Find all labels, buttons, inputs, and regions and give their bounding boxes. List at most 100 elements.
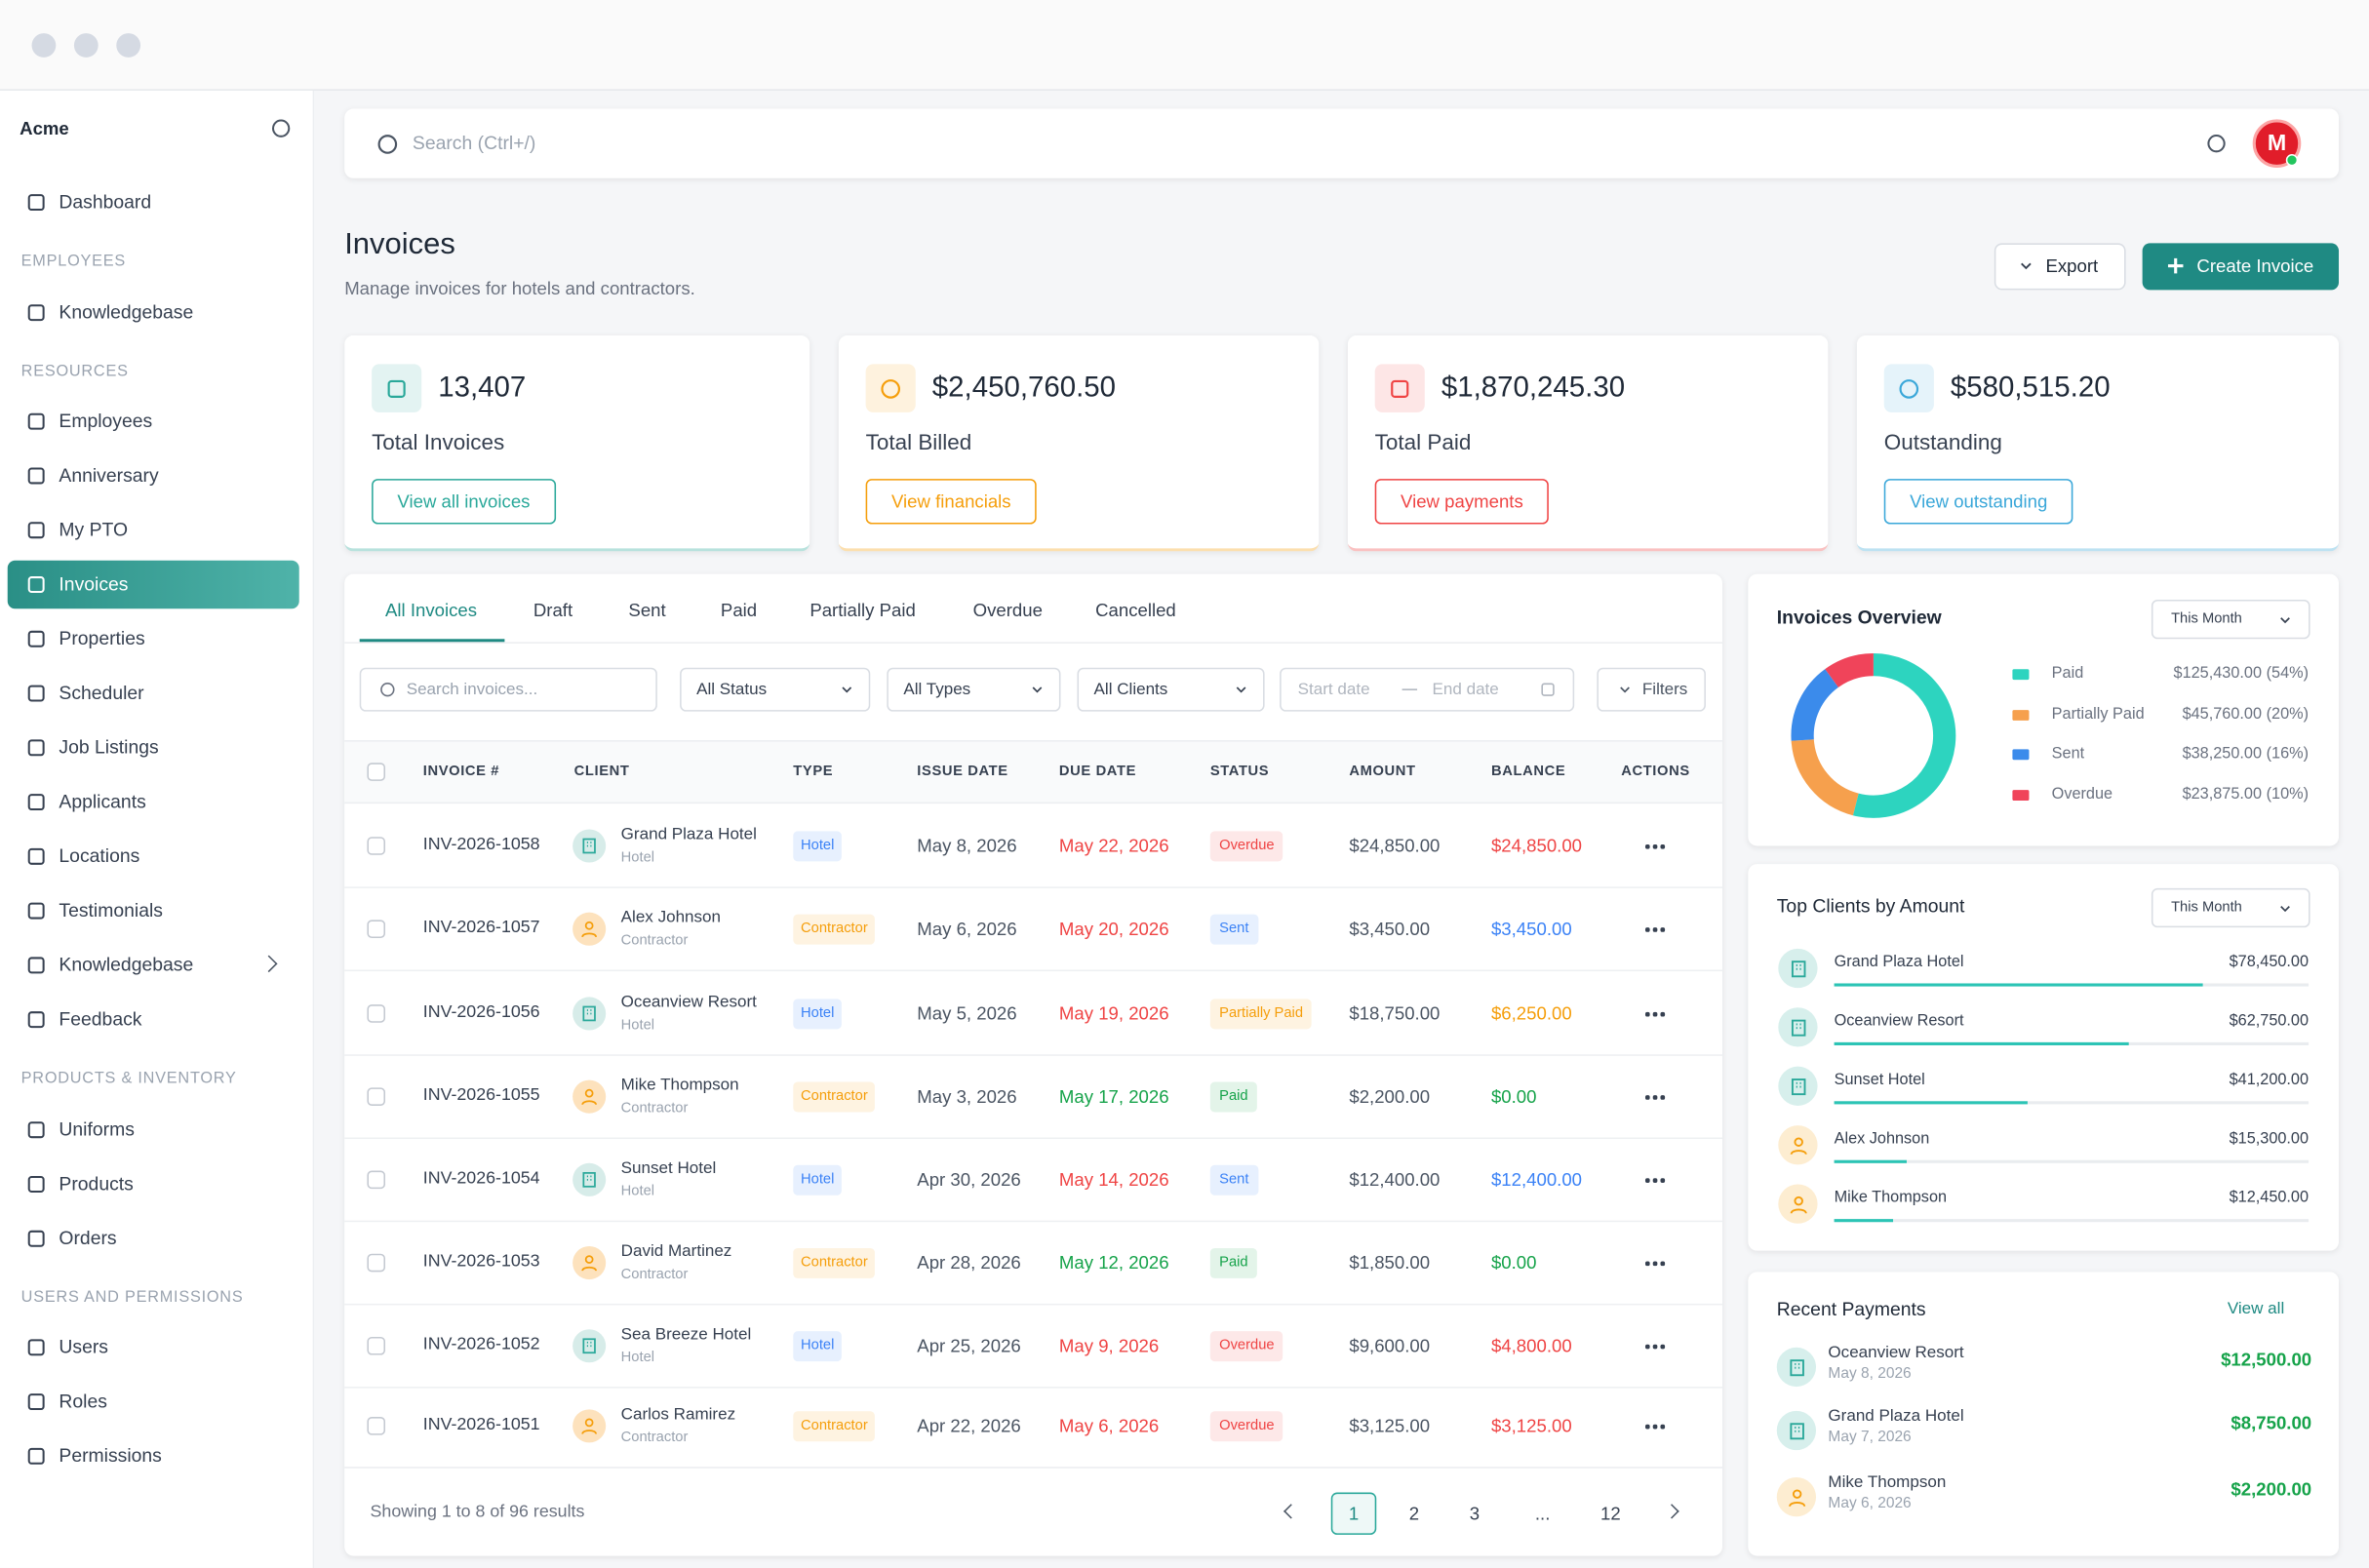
- actions-button[interactable]: [1638, 1000, 1671, 1028]
- tab[interactable]: Partially Paid: [809, 599, 916, 621]
- recent-payments-title: Recent Payments: [1776, 1298, 1926, 1320]
- period-label: This Month: [2171, 899, 2242, 917]
- sidebar-item[interactable]: Knowledgebase: [59, 300, 194, 323]
- filters-button[interactable]: [1597, 667, 1706, 712]
- row-checkbox[interactable]: [367, 920, 386, 938]
- actions-button[interactable]: [1638, 916, 1671, 943]
- row-checkbox[interactable]: [367, 1170, 386, 1190]
- period-select[interactable]: [2151, 887, 2310, 928]
- row-checkbox[interactable]: [367, 1253, 386, 1273]
- period-chevron: [2279, 616, 2290, 623]
- tab[interactable]: Paid: [720, 599, 758, 621]
- overview-title: Invoices Overview: [1776, 607, 1942, 629]
- client-avatar: [573, 1162, 607, 1196]
- sidebar-item[interactable]: Invoices: [59, 573, 129, 595]
- legend-name: Paid: [2051, 664, 2084, 683]
- page-number[interactable]: 12: [1600, 1503, 1621, 1525]
- row-checkbox[interactable]: [367, 1087, 386, 1106]
- sidebar-item[interactable]: Products: [59, 1172, 134, 1195]
- row-checkbox[interactable]: [367, 1336, 386, 1355]
- balance: $3,450.00: [1490, 918, 1572, 940]
- sidebar-item[interactable]: My PTO: [59, 519, 129, 541]
- tab[interactable]: Overdue: [972, 599, 1043, 621]
- filter-search-icon: [379, 682, 394, 697]
- tab[interactable]: Sent: [628, 599, 666, 621]
- due-date: May 12, 2026: [1058, 1252, 1169, 1274]
- actions-button[interactable]: [1638, 1332, 1671, 1359]
- action-dot: [1644, 1178, 1649, 1183]
- tab[interactable]: Cancelled: [1095, 599, 1176, 621]
- filter-input[interactable]: [887, 667, 1061, 712]
- period-select[interactable]: [2151, 599, 2310, 640]
- legend-percent: (20%): [2266, 704, 2310, 724]
- tab[interactable]: All Invoices: [385, 599, 478, 621]
- action-dot: [1660, 1344, 1665, 1349]
- sidebar-item[interactable]: Scheduler: [59, 682, 144, 704]
- page-number[interactable]: 2: [1408, 1503, 1420, 1525]
- recent-payments-card: [1748, 1272, 2340, 1556]
- row-checkbox[interactable]: [367, 837, 386, 855]
- sidebar-item[interactable]: Employees: [59, 410, 153, 432]
- page-number[interactable]: 3: [1469, 1503, 1481, 1525]
- amount: $3,125.00: [1349, 1415, 1431, 1437]
- page-number[interactable]: ...: [1534, 1503, 1551, 1525]
- create-plus: Create Invoice: [2196, 255, 2314, 277]
- client-type: Hotel: [620, 1016, 655, 1034]
- export-button[interactable]: [1994, 243, 2126, 291]
- sidebar-item[interactable]: Dashboard: [59, 191, 152, 214]
- date-arrow: [1402, 688, 1418, 690]
- sidebar-item[interactable]: Anniversary: [59, 464, 159, 487]
- actions-button[interactable]: [1638, 1166, 1671, 1194]
- sidebar-item[interactable]: Properties: [59, 628, 145, 649]
- page-subtitle: Manage invoices for hotels and contracto…: [344, 278, 695, 299]
- stat-link[interactable]: View all invoices: [372, 479, 556, 525]
- status-badge: Overdue: [1209, 1411, 1283, 1441]
- status-badge: Overdue: [1209, 1331, 1283, 1361]
- row-checkbox[interactable]: [367, 1417, 386, 1435]
- client-bar: [1834, 1159, 1907, 1163]
- search-placeholder[interactable]: Search (Ctrl+/): [412, 132, 536, 154]
- client-avatar-icon: [581, 1418, 597, 1434]
- sidebar-active: [7, 560, 299, 609]
- legend-swatch: [2012, 669, 2030, 681]
- sidebar-item[interactable]: Orders: [59, 1227, 117, 1248]
- tab-divider: [344, 642, 1722, 644]
- date-range[interactable]: [1280, 667, 1575, 712]
- sidebar-item[interactable]: Feedback: [59, 1008, 142, 1031]
- sidebar-item[interactable]: Roles: [59, 1391, 107, 1413]
- top-client-name: Grand Plaza Hotel: [1834, 953, 1964, 971]
- header-checkbox[interactable]: [367, 763, 386, 781]
- sidebar-item[interactable]: Testimonials: [59, 899, 163, 921]
- client-avatar-icon: [582, 1338, 596, 1354]
- sidebar-item[interactable]: Uniforms: [59, 1117, 135, 1140]
- view-all-link[interactable]: View all: [2227, 1300, 2285, 1318]
- page-number[interactable]: 1: [1348, 1503, 1360, 1525]
- due-date: May 20, 2026: [1058, 918, 1169, 940]
- sidebar-item[interactable]: Knowledgebase: [59, 954, 194, 976]
- actions-button[interactable]: [1638, 833, 1671, 860]
- filter-input[interactable]: [680, 667, 871, 712]
- sidebar-item[interactable]: Job Listings: [59, 736, 159, 759]
- tab[interactable]: Draft: [533, 599, 573, 621]
- action-dot: [1644, 1011, 1649, 1016]
- status-badge: Paid: [1209, 1247, 1257, 1278]
- sidebar-item[interactable]: Users: [59, 1336, 109, 1358]
- stat-link[interactable]: View payments: [1374, 479, 1550, 525]
- actions-button[interactable]: [1638, 1249, 1671, 1276]
- donut-chart: [1791, 652, 1956, 818]
- sidebar-item[interactable]: Permissions: [59, 1445, 162, 1467]
- actions-button[interactable]: [1638, 1412, 1671, 1439]
- action-dot: [1652, 1344, 1657, 1349]
- filter-input[interactable]: [1077, 667, 1265, 712]
- row-checkbox[interactable]: [367, 1004, 386, 1023]
- sidebar-item[interactable]: Applicants: [59, 791, 146, 813]
- stat-link[interactable]: View financials: [865, 479, 1037, 525]
- legend-name: Partially Paid: [2051, 704, 2145, 724]
- stat-link[interactable]: View outstanding: [1883, 479, 2073, 525]
- sidebar-item[interactable]: Locations: [59, 845, 140, 867]
- current-page: [1330, 1492, 1377, 1535]
- type-badge: Hotel: [793, 831, 843, 861]
- client-type: Hotel: [620, 1349, 655, 1366]
- filter-input[interactable]: [359, 667, 657, 712]
- actions-button[interactable]: [1638, 1083, 1671, 1111]
